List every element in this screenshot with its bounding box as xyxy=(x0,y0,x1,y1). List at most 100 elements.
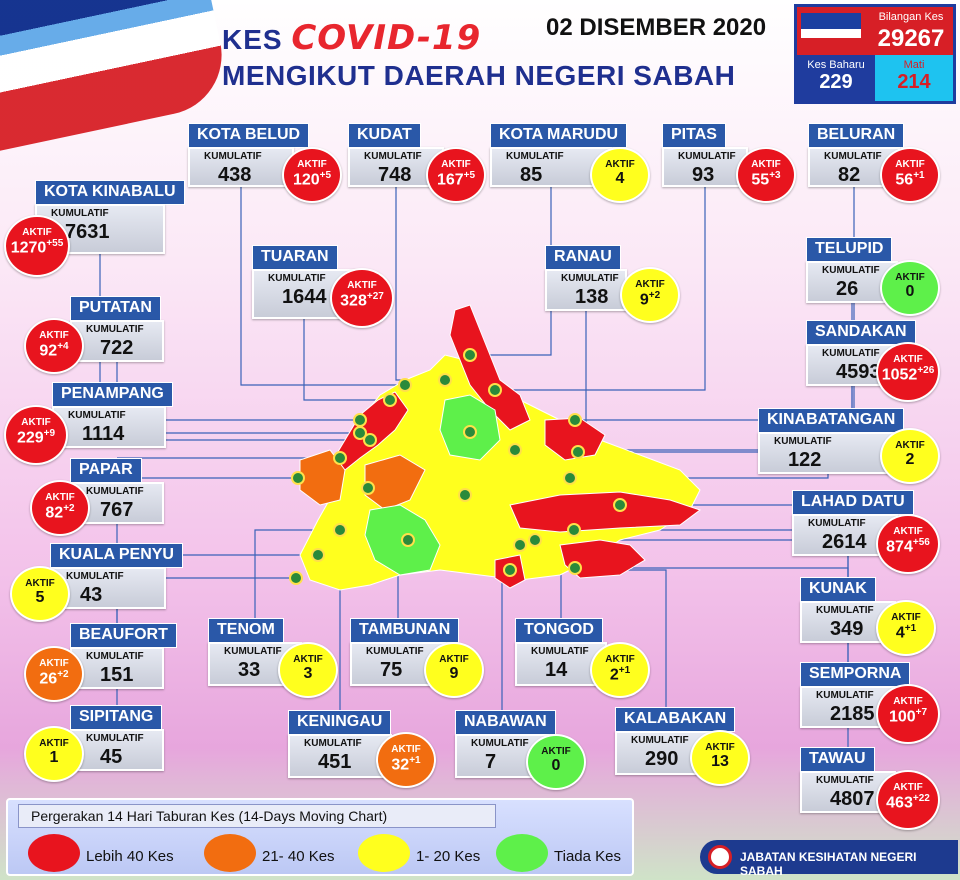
aktif-label: AKTIF xyxy=(439,654,469,665)
kumulatif-value: 1114 xyxy=(82,423,125,445)
aktif-badge-ranau: AKTIF 9+2 xyxy=(620,267,680,323)
aktif-value: 1052+26 xyxy=(881,365,935,384)
map-region-lahad-datu xyxy=(509,491,702,533)
aktif-value: 9+2 xyxy=(639,290,661,309)
district-marker-icon xyxy=(333,451,347,465)
kumulatif-value: 767 xyxy=(100,499,134,521)
district-marker-icon xyxy=(289,571,303,585)
kumulatif-label: KUMULATIF xyxy=(364,151,422,162)
kumulatif-value: 7 xyxy=(485,751,497,773)
district-sipitang: SIPITANG KUMULATIF 45 xyxy=(70,705,164,771)
aktif-value: 1270+55 xyxy=(10,238,64,257)
legend-swatch-green xyxy=(496,834,548,872)
deaths-value: 214 xyxy=(897,71,931,93)
aktif-value: 26+2 xyxy=(39,669,69,688)
district-kota-belud: KOTA BELUD KUMULATIF 438 xyxy=(188,123,310,187)
kumulatif-label: KUMULATIF xyxy=(51,208,109,219)
aktif-badge-kalabakan: AKTIF 13 xyxy=(690,730,750,786)
district-stats: KUMULATIF 722 xyxy=(70,320,164,362)
district-marker-icon xyxy=(567,523,581,537)
aktif-label: AKTIF xyxy=(893,696,923,707)
connector-line xyxy=(240,187,405,386)
district-beaufort: BEAUFORT KUMULATIF 151 xyxy=(70,623,177,689)
aktif-badge-pitas: AKTIF 55+3 xyxy=(736,147,796,203)
kumulatif-label: KUMULATIF xyxy=(822,265,880,276)
district-marker-icon xyxy=(383,393,397,407)
kumulatif-label: KUMULATIF xyxy=(86,733,144,744)
aktif-label: AKTIF xyxy=(441,159,471,170)
aktif-label: AKTIF xyxy=(895,440,925,451)
district-name: KOTA BELUD xyxy=(188,123,310,148)
aktif-value: 229+9 xyxy=(16,428,56,447)
kumulatif-label: KUMULATIF xyxy=(68,410,126,421)
aktif-badge-kota-marudu: AKTIF 4 xyxy=(590,147,650,203)
district-marker-icon xyxy=(311,548,325,562)
district-stats: KUMULATIF 151 xyxy=(70,647,164,689)
district-stats: KUMULATIF 1114 xyxy=(52,406,166,448)
aktif-badge-kota-kinabalu: AKTIF 1270+55 xyxy=(4,215,70,277)
title-covid: COVID-19 xyxy=(291,18,482,58)
kumulatif-label: KUMULATIF xyxy=(204,151,262,162)
district-name: RANAU xyxy=(545,245,621,270)
title-prefix: KES xyxy=(222,24,283,55)
district-name: KUDAT xyxy=(348,123,421,148)
aktif-badge-papar: AKTIF 82+2 xyxy=(30,480,90,536)
aktif-value: 5 xyxy=(35,589,45,606)
district-name: TONGOD xyxy=(515,618,603,643)
aktif-label: AKTIF xyxy=(45,492,75,503)
aktif-increase: +3 xyxy=(769,170,781,181)
aktif-value: 874+56 xyxy=(886,537,930,556)
district-marker-icon xyxy=(291,471,305,485)
district-stats: KUMULATIF 451 xyxy=(288,734,392,778)
district-marker-icon xyxy=(353,426,367,440)
aktif-increase: +2 xyxy=(648,290,661,301)
district-name: KUALA PENYU xyxy=(50,543,183,568)
district-putatan: PUTATAN KUMULATIF 722 xyxy=(70,296,164,362)
footer-org: JABATAN KESIHATAN NEGERI SABAH xyxy=(740,850,917,878)
district-marker-icon xyxy=(361,481,375,495)
aktif-label: AKTIF xyxy=(21,417,51,428)
kumulatif-label: KUMULATIF xyxy=(471,738,529,749)
kumulatif-label: KUMULATIF xyxy=(224,646,282,657)
legend-title: Pergerakan 14 Hari Taburan Kes (14-Days … xyxy=(18,804,496,828)
aktif-badge-penampang: AKTIF 229+9 xyxy=(4,405,68,465)
district-name: TENOM xyxy=(208,618,284,643)
aktif-label: AKTIF xyxy=(347,280,377,291)
district-markers xyxy=(289,348,627,585)
legend-label-orange: 21- 40 Kes xyxy=(262,848,335,865)
aktif-badge-telupid: AKTIF 0 xyxy=(880,260,940,316)
district-marker-icon xyxy=(513,538,527,552)
new-cases-value: 229 xyxy=(819,71,853,93)
kumulatif-value: 85 xyxy=(520,164,543,186)
district-stats: KUMULATIF 14 xyxy=(515,642,607,686)
aktif-label: AKTIF xyxy=(541,746,571,757)
aktif-value: 9 xyxy=(449,665,459,682)
aktif-badge-tambunan: AKTIF 9 xyxy=(424,642,484,698)
district-ranau: RANAU KUMULATIF 138 xyxy=(545,245,627,311)
connector-line xyxy=(495,187,706,391)
aktif-badge-tuaran: AKTIF 328+27 xyxy=(330,268,394,328)
aktif-badge-kunak: AKTIF 4+1 xyxy=(876,600,936,656)
district-name: TAMBUNAN xyxy=(350,618,460,643)
kumulatif-label: KUMULATIF xyxy=(531,646,589,657)
kumulatif-label: KUMULATIF xyxy=(86,651,144,662)
kumulatif-value: 122 xyxy=(788,449,822,471)
total-cases-panel: Bilangan Kes 29267 xyxy=(797,7,953,55)
district-beluran: BELURAN KUMULATIF 82 xyxy=(808,123,905,187)
legend-label-yellow: 1- 20 Kes xyxy=(416,848,481,865)
district-marker-icon xyxy=(398,378,412,392)
kumulatif-value: 82 xyxy=(838,164,861,186)
aktif-increase: +56 xyxy=(912,537,930,548)
kumulatif-value: 2614 xyxy=(822,531,867,553)
kumulatif-value: 4807 xyxy=(830,788,875,810)
aktif-increase: +26 xyxy=(917,365,935,376)
kumulatif-value: 748 xyxy=(378,164,412,186)
aktif-label: AKTIF xyxy=(25,578,55,589)
aktif-value: 4+1 xyxy=(895,623,917,642)
jkn-logo-icon xyxy=(708,845,732,869)
kumulatif-label: KUMULATIF xyxy=(66,571,124,582)
district-marker-icon xyxy=(363,433,377,447)
sabah-flag-icon xyxy=(801,13,861,49)
aktif-badge-beaufort: AKTIF 26+2 xyxy=(24,646,84,702)
